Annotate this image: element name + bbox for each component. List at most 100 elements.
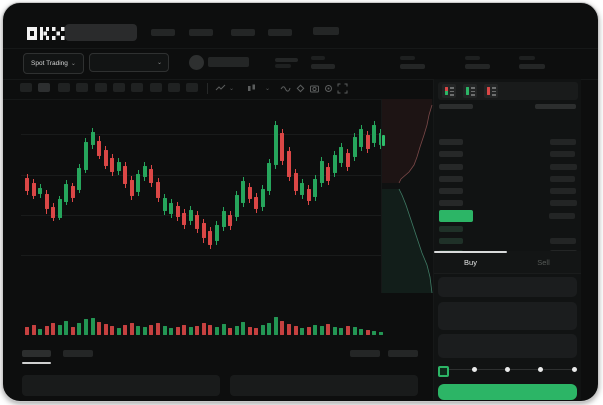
volume-bar [306, 327, 311, 335]
amount-input[interactable] [438, 302, 577, 330]
volume-bar [38, 329, 43, 335]
orderbook-header-price [439, 104, 473, 109]
market-type-selector[interactable]: Spot Trading ⌄ [23, 53, 84, 74]
book-combined-icon[interactable] [442, 84, 456, 98]
timeframe-button-active[interactable] [38, 83, 50, 92]
candle [221, 211, 226, 227]
price-input[interactable] [438, 277, 577, 297]
candle [70, 186, 75, 198]
candle [300, 183, 305, 195]
timeframe-button[interactable] [186, 83, 198, 92]
slider-stop[interactable] [571, 367, 577, 372]
volume-bar [136, 326, 141, 335]
bid-price-placeholder[interactable] [439, 226, 463, 232]
ask-price-placeholder[interactable] [439, 176, 463, 182]
book-asks-icon[interactable] [484, 84, 498, 98]
candle [293, 173, 298, 191]
timeframe-button[interactable] [168, 83, 180, 92]
timeframe-button[interactable] [113, 83, 125, 92]
stat-label [311, 56, 325, 60]
volume-bar [254, 328, 259, 335]
volume-bar [195, 326, 200, 335]
ask-amount-placeholder [550, 164, 577, 170]
candle-style-icon[interactable] [246, 83, 257, 94]
buy-button[interactable] [438, 384, 577, 400]
chevron-down-icon[interactable]: ⌄ [229, 86, 235, 92]
depth-chart[interactable] [381, 99, 434, 294]
bottom-tab-active[interactable] [22, 350, 51, 357]
book-bids-col [466, 87, 469, 95]
gridline [21, 255, 381, 256]
camera-icon[interactable] [309, 83, 320, 94]
ask-price-placeholder[interactable] [439, 151, 463, 157]
bid-price-placeholder[interactable] [439, 238, 463, 244]
nav-item[interactable] [268, 29, 292, 36]
candle [247, 187, 252, 199]
slider-stop[interactable] [471, 367, 477, 372]
ask-price-placeholder[interactable] [439, 139, 463, 145]
volume-bar [267, 323, 272, 335]
candle [31, 183, 36, 196]
ask-price-placeholder[interactable] [439, 188, 463, 194]
slider-stop[interactable] [538, 367, 544, 372]
total-input[interactable] [438, 334, 577, 358]
volume-bar [234, 326, 239, 335]
last-price-badge[interactable] [439, 210, 473, 222]
candle [378, 133, 383, 145]
volume-bar [300, 328, 305, 335]
nav-item[interactable] [313, 27, 339, 35]
candle [241, 181, 246, 203]
settings-icon[interactable] [323, 83, 334, 94]
nav-item[interactable] [189, 29, 213, 36]
tab-buy-label: Buy [464, 257, 477, 267]
bottom-tab[interactable] [63, 350, 93, 357]
search-input[interactable] [65, 24, 137, 41]
orderbook-view-toolbar [438, 82, 578, 100]
indicator-icon[interactable] [215, 83, 226, 94]
candlestick-chart[interactable] [21, 99, 383, 293]
candle [38, 188, 43, 194]
tab-buy[interactable]: Buy [434, 251, 507, 273]
pair-selector[interactable]: ⌄ [89, 53, 169, 72]
volume-bar [129, 323, 134, 335]
candle [44, 194, 49, 209]
ask-price-placeholder[interactable] [439, 200, 463, 206]
nav-item[interactable] [231, 29, 255, 36]
bottom-action[interactable] [388, 350, 418, 357]
fullscreen-icon[interactable] [337, 83, 348, 94]
chevron-down-icon[interactable]: ⌄ [265, 86, 271, 92]
timeframe-button[interactable] [131, 83, 143, 92]
timeframe-button[interactable] [58, 83, 70, 92]
ticker-bar: Spot Trading ⌄ ⌄ [3, 48, 598, 80]
line-overlay-icon[interactable] [280, 83, 291, 94]
stat-value [519, 64, 545, 69]
timeframe-button[interactable] [95, 83, 107, 92]
volume-bar [332, 327, 337, 335]
book-asks-col [487, 87, 490, 95]
candle [25, 178, 29, 191]
volume-pane[interactable] [21, 297, 383, 335]
tab-sell[interactable]: Sell [507, 251, 580, 273]
candle [77, 168, 82, 190]
gridline [21, 134, 381, 135]
volume-bar [260, 325, 265, 335]
timeframe-button[interactable] [150, 83, 162, 92]
timeframe-button[interactable] [20, 83, 32, 92]
candle [182, 213, 187, 225]
slider-handle[interactable] [437, 366, 449, 377]
draw-icon[interactable] [295, 83, 306, 94]
book-bids-icon[interactable] [463, 84, 477, 98]
stat-label [465, 56, 480, 60]
last-price-placeholder [275, 58, 298, 62]
volume-bar [352, 327, 357, 335]
candle [123, 166, 128, 184]
timeframe-button[interactable] [76, 83, 88, 92]
nav-item[interactable] [151, 29, 175, 36]
slider-stop[interactable] [505, 367, 510, 372]
candle [339, 147, 344, 163]
orders-panel-row [230, 375, 418, 396]
ask-price-placeholder[interactable] [439, 164, 463, 170]
bottom-action[interactable] [350, 350, 380, 357]
chevron-down-icon: ⌄ [156, 59, 162, 66]
candle [136, 174, 141, 192]
